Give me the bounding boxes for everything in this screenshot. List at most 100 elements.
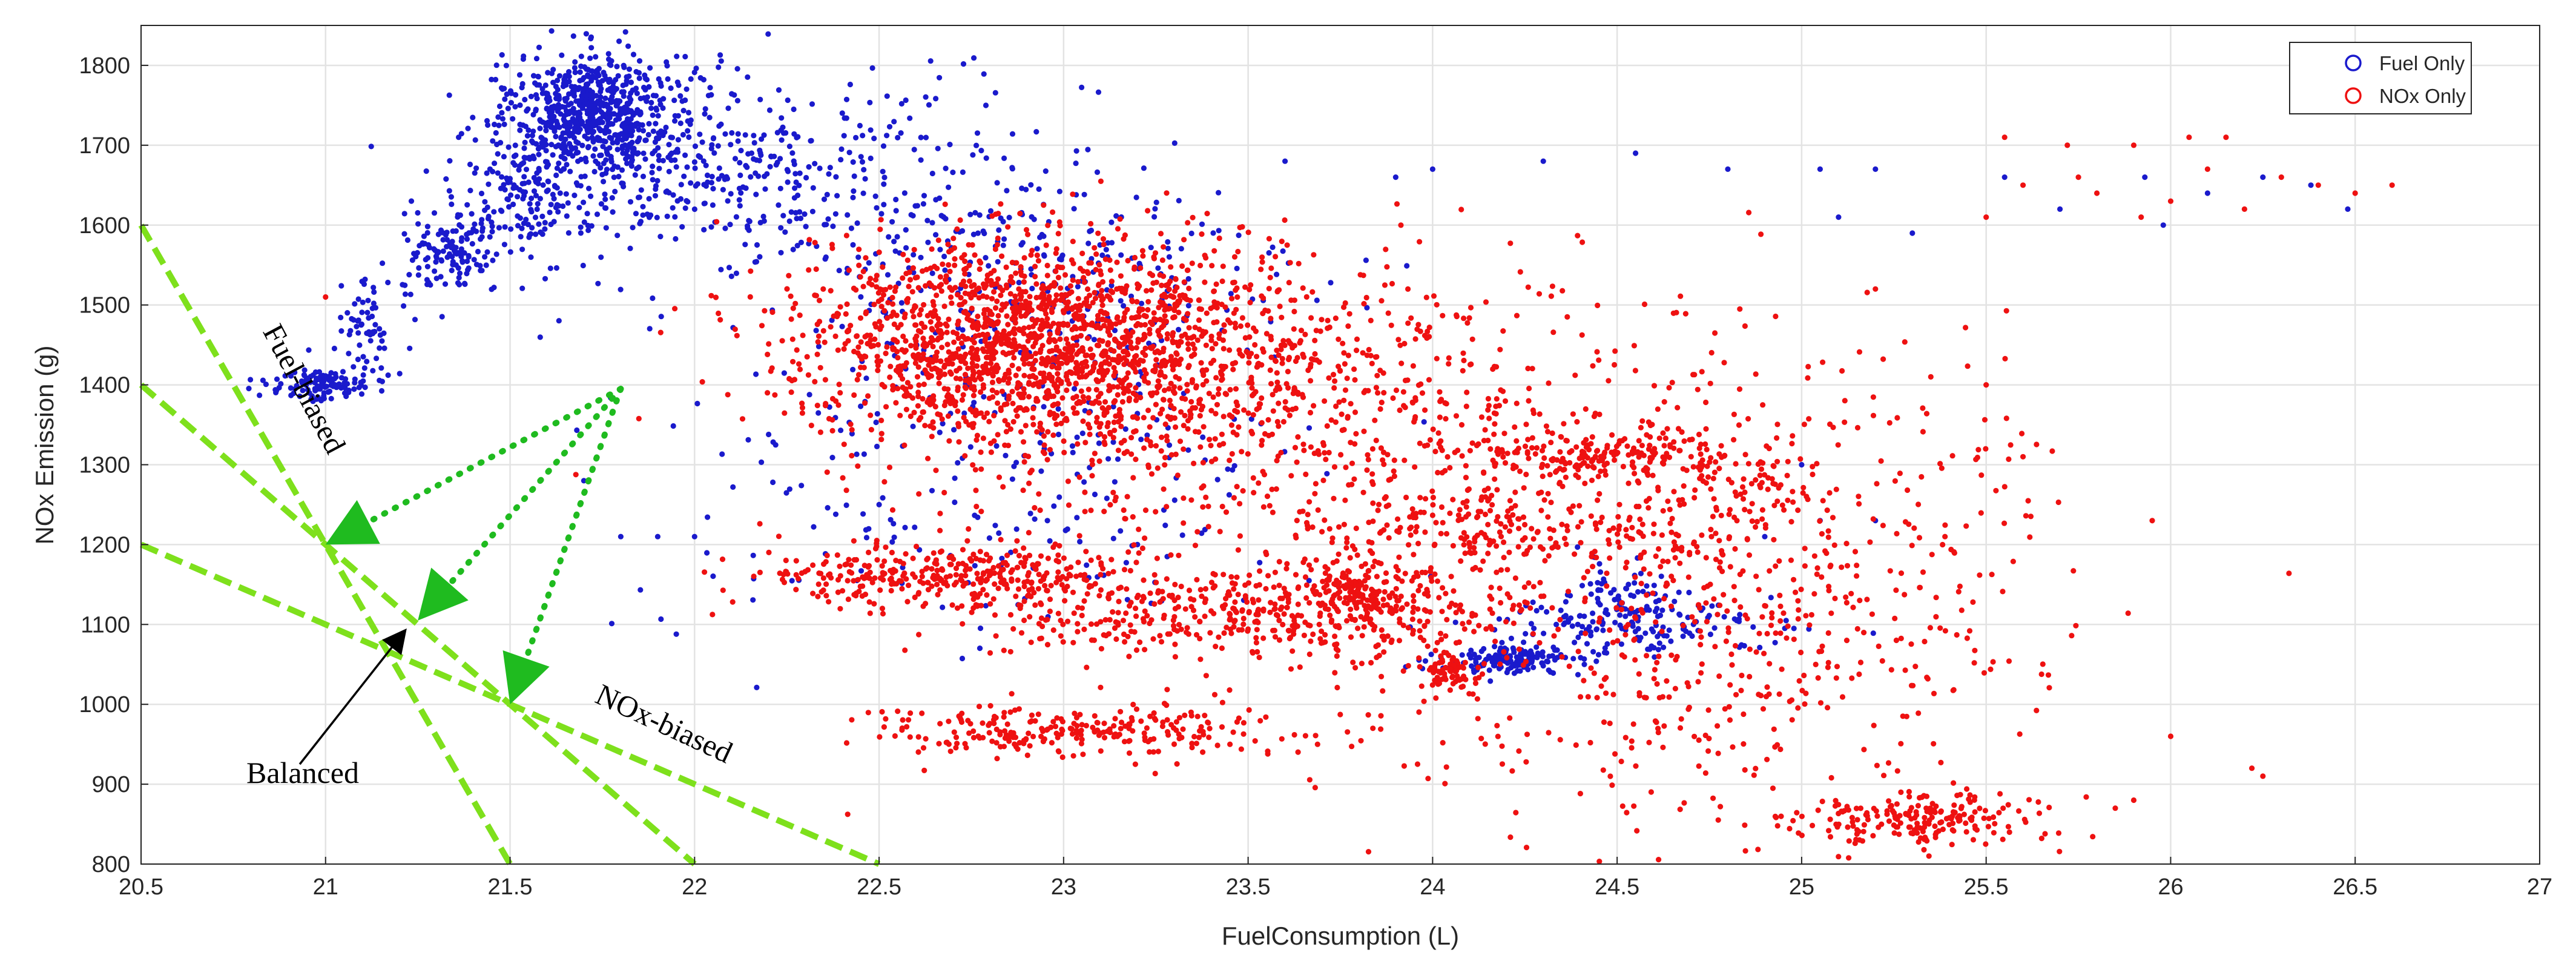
data-point [1235,248,1241,255]
data-point [995,377,1002,383]
data-point [719,451,725,457]
data-point [970,462,976,468]
data-point [650,112,656,118]
data-point [1022,452,1028,459]
data-point [1062,346,1069,352]
data-point [970,392,977,398]
data-point [1397,407,1403,414]
data-point [926,102,932,108]
data-point [1089,473,1095,479]
data-point [1044,262,1050,269]
data-point [584,101,590,107]
data-point [1635,625,1641,632]
data-point [808,423,814,429]
data-point [1100,353,1106,359]
data-point [1025,231,1031,237]
data-point [1164,335,1170,342]
data-point [953,579,959,586]
data-point [595,160,601,167]
data-point [1058,420,1064,427]
data-point [1672,598,1678,604]
data-point [871,136,877,142]
data-point [1306,578,1312,584]
data-point [1056,188,1062,194]
data-point [542,276,548,282]
data-point [663,189,669,195]
data-point [1155,383,1161,390]
data-point [292,386,298,392]
data-point [1590,363,1596,369]
data-point [910,265,916,271]
data-point [496,225,502,231]
data-point [1385,310,1391,316]
data-point [1171,497,1178,503]
data-point [931,302,937,308]
data-point [735,138,741,144]
data-point [867,99,873,105]
data-point [1189,379,1195,386]
data-point [1101,434,1108,440]
data-point [1190,214,1196,220]
data-point [543,128,549,134]
data-point [1220,441,1227,447]
data-point [1191,460,1197,467]
data-point [1102,399,1108,405]
data-point [740,184,746,190]
data-point [923,94,929,100]
data-point [1030,406,1036,412]
data-point [1575,672,1581,678]
data-point [530,73,537,79]
data-point [1068,350,1074,356]
data-point [722,225,728,231]
data-point [1211,357,1217,363]
data-point [1021,372,1027,378]
data-point [1602,645,1608,651]
data-point [687,121,693,127]
data-point [1044,323,1050,329]
data-point [1047,348,1053,355]
data-point [1017,404,1023,411]
data-point [923,283,929,289]
data-point [1065,341,1071,347]
data-point [1575,544,1581,550]
data-point [1012,340,1018,346]
data-point [2001,174,2008,180]
data-point [757,96,763,102]
data-point [598,254,604,260]
data-point [1234,432,1240,438]
data-point [812,160,818,167]
data-point [915,364,921,370]
data-point [1212,436,1218,442]
data-point [728,273,734,279]
data-point [843,233,849,239]
data-point [786,486,792,492]
data-point [522,189,529,195]
data-point [1584,641,1590,647]
data-point [906,583,912,589]
data-point [1113,213,1119,219]
data-point [679,98,685,104]
data-point [708,180,714,186]
data-point [636,75,642,81]
data-point [783,490,789,496]
data-point [1041,253,1047,259]
data-point [745,223,751,229]
data-point [832,211,838,217]
data-point [1458,422,1465,428]
data-point [999,388,1005,394]
data-point [1148,287,1155,293]
data-point [490,168,496,174]
data-point [1150,343,1156,349]
data-point [340,369,346,375]
data-point [1382,282,1388,288]
data-point [1288,297,1294,303]
data-point [524,108,530,114]
data-point [409,257,416,263]
data-point [1498,387,1504,393]
data-point [911,147,917,153]
data-point [1873,166,1879,172]
data-point [1150,415,1156,421]
data-point [650,295,656,302]
data-point [716,165,722,171]
data-point [796,182,802,188]
